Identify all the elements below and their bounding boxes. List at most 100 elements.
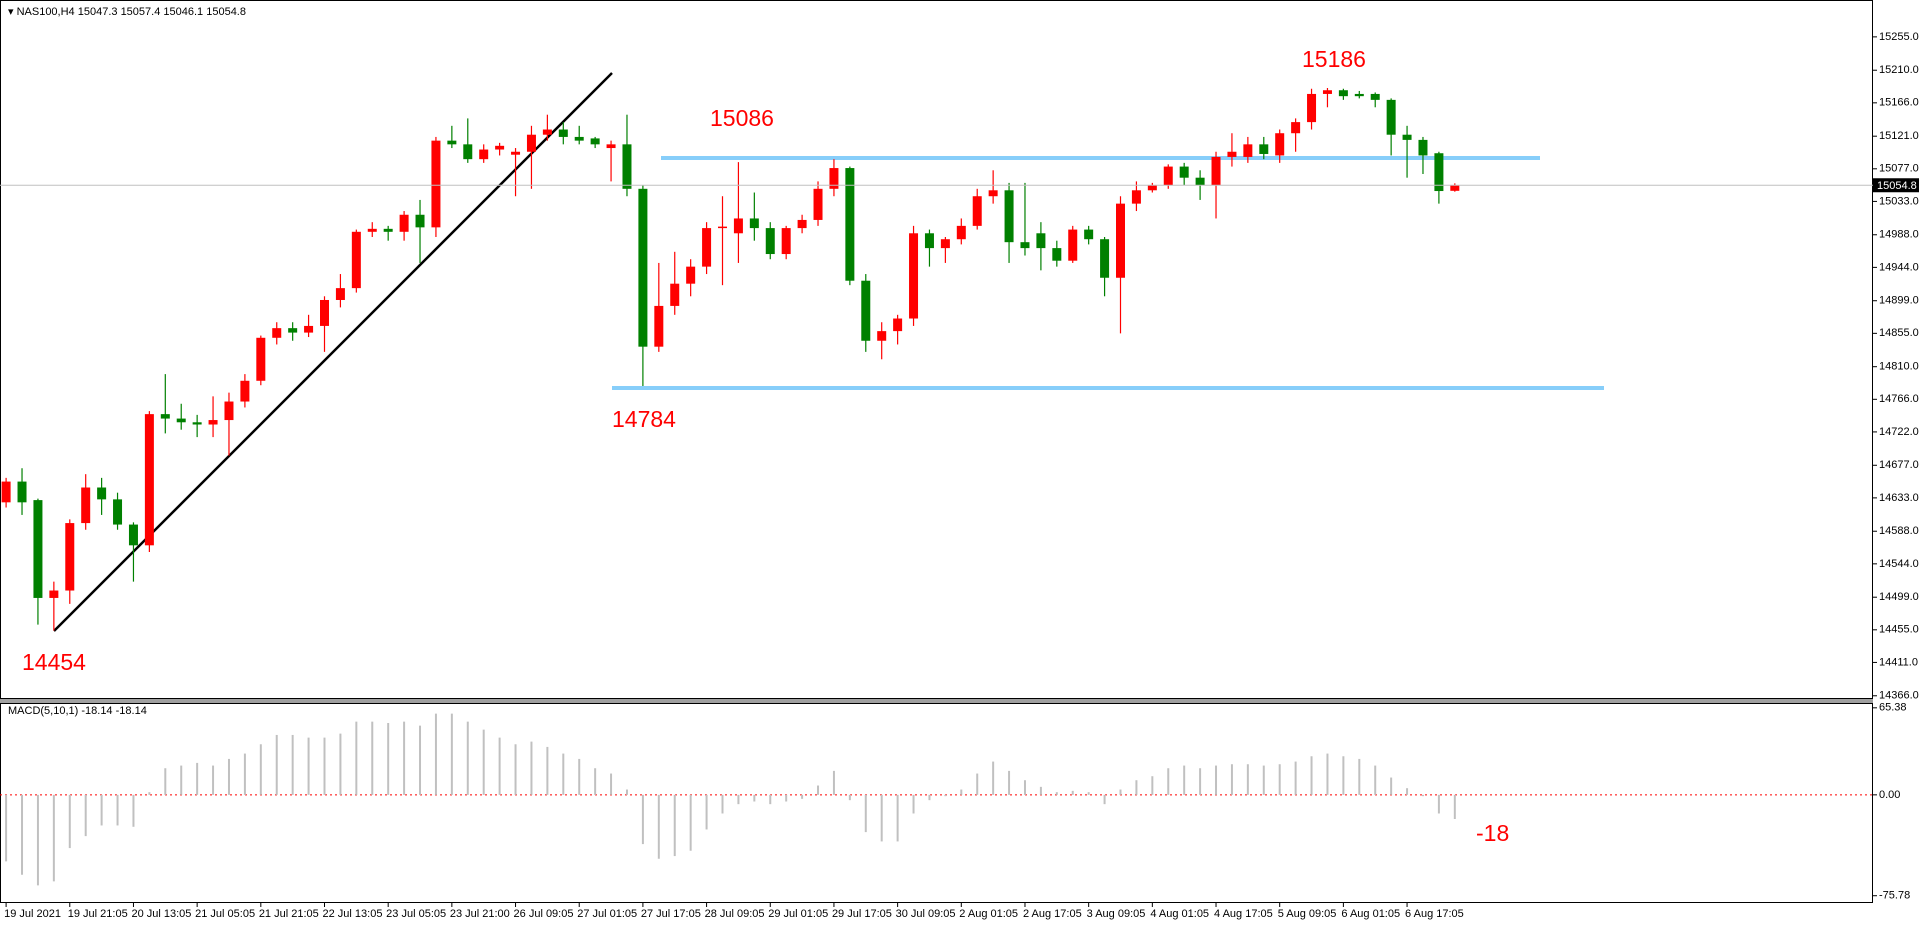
- y-tick-label: 65.38: [1879, 702, 1907, 714]
- candle-body: [383, 228, 393, 232]
- candle-body: [845, 168, 855, 281]
- candle-body: [909, 233, 919, 319]
- x-tick-label: 2 Aug 17:05: [1023, 908, 1082, 920]
- y-tick-label: 14810.0: [1879, 361, 1919, 373]
- candle-body: [1402, 134, 1412, 140]
- y-tick-label: 14366.0: [1879, 690, 1919, 702]
- candle-body: [1084, 229, 1094, 240]
- candle-body: [924, 233, 934, 249]
- candle-body: [1020, 242, 1030, 249]
- macd-pane: [0, 703, 1873, 903]
- candle-body: [670, 283, 680, 306]
- candle-body: [1307, 93, 1317, 123]
- current-price-box: [1873, 178, 1919, 193]
- y-tick-label: 14588.0: [1879, 525, 1919, 537]
- candle-body: [1354, 93, 1364, 97]
- x-tick-label: 6 Aug 01:05: [1341, 908, 1400, 920]
- y-tick-label: 15255.0: [1879, 31, 1919, 43]
- candle-body: [1243, 144, 1253, 157]
- annotation: -18: [1476, 820, 1509, 846]
- x-tick-label: 29 Jul 01:05: [768, 908, 828, 920]
- candle-body: [351, 231, 361, 289]
- candle-body: [1, 481, 11, 503]
- x-tick-label: 3 Aug 09:05: [1087, 908, 1146, 920]
- x-tick-label: 22 Jul 13:05: [323, 908, 383, 920]
- candle-body: [893, 318, 903, 332]
- candle-body: [877, 331, 887, 341]
- candle-body: [526, 134, 536, 152]
- price-header: ▾ NAS100,H4 15047.3 15057.4 15046.1 1505…: [8, 6, 246, 18]
- candle-body: [1163, 166, 1173, 186]
- y-tick-label: 14766.0: [1879, 393, 1919, 405]
- x-tick-label: 27 Jul 17:05: [641, 908, 701, 920]
- candle-body: [176, 418, 186, 423]
- x-tick-label: 2 Aug 01:05: [959, 908, 1018, 920]
- y-tick-label: 15210.0: [1879, 64, 1919, 76]
- candle-body: [495, 145, 505, 150]
- candle-body: [829, 168, 839, 189]
- y-tick-label: 15077.0: [1879, 163, 1919, 175]
- candle-body: [606, 144, 616, 149]
- candle-body: [17, 481, 27, 503]
- candle-body: [511, 151, 521, 155]
- candle-body: [1147, 185, 1157, 191]
- candle-body: [192, 422, 202, 425]
- candle-body: [224, 401, 234, 421]
- annotation: 14784: [612, 406, 676, 432]
- candle-body: [33, 500, 43, 598]
- candle-body: [1291, 122, 1301, 134]
- candle-body: [128, 524, 138, 546]
- candle-body: [1195, 177, 1205, 186]
- candle-body: [972, 196, 982, 226]
- candle-body: [1418, 139, 1428, 156]
- candle-body: [1275, 133, 1285, 156]
- candle-body: [718, 226, 727, 229]
- candle-body: [749, 218, 759, 229]
- candle-body: [558, 129, 568, 137]
- x-tick-label: 6 Aug 17:05: [1405, 908, 1464, 920]
- macd-header: MACD(5,10,1) -18.14 -18.14: [8, 705, 147, 717]
- candle-body: [367, 228, 377, 232]
- candle-body: [1386, 99, 1396, 135]
- candle-body: [1179, 166, 1189, 178]
- ohlc-high: 15057.4: [121, 6, 161, 18]
- candle-body: [765, 228, 775, 255]
- candle-body: [1211, 156, 1221, 186]
- candle-body: [781, 228, 791, 255]
- x-tick-label: 23 Jul 21:00: [450, 908, 510, 920]
- candle-body: [415, 214, 425, 228]
- x-tick-label: 21 Jul 21:05: [259, 908, 319, 920]
- candle-body: [240, 380, 250, 402]
- candle-body: [49, 590, 59, 598]
- candle-body: [97, 487, 107, 500]
- current-price-label: 15054.8: [1877, 180, 1917, 192]
- candle-body: [940, 239, 950, 249]
- candle-body: [256, 337, 266, 381]
- x-tick-label: 5 Aug 09:05: [1278, 908, 1337, 920]
- candle-body: [1434, 153, 1444, 192]
- y-tick-label: 14411.0: [1879, 656, 1918, 668]
- x-tick-label: 19 Jul 21:05: [68, 908, 128, 920]
- y-tick-label: 15033.0: [1879, 195, 1919, 207]
- x-tick-label: 27 Jul 01:05: [577, 908, 637, 920]
- annotation: 14454: [22, 649, 86, 675]
- candle-body: [288, 328, 298, 333]
- y-tick-label: 0.00: [1879, 789, 1900, 801]
- candle-body: [861, 280, 871, 341]
- y-tick-label: 14633.0: [1879, 492, 1919, 504]
- ohlc-open: 15047.3: [78, 6, 118, 18]
- ohlc-close: 15054.8: [206, 6, 246, 18]
- candle-body: [304, 325, 314, 333]
- candle-body: [574, 136, 584, 141]
- candle-body: [654, 305, 664, 347]
- price-pane: [0, 0, 1873, 699]
- y-tick-label: 14944.0: [1879, 261, 1919, 273]
- x-tick-label: 30 Jul 09:05: [896, 908, 956, 920]
- x-tick-label: 23 Jul 05:05: [386, 908, 446, 920]
- candle-body: [160, 414, 170, 419]
- candle-body: [622, 144, 632, 189]
- y-tick-label: 14499.0: [1879, 591, 1919, 603]
- y-tick-label: 14677.0: [1879, 459, 1919, 471]
